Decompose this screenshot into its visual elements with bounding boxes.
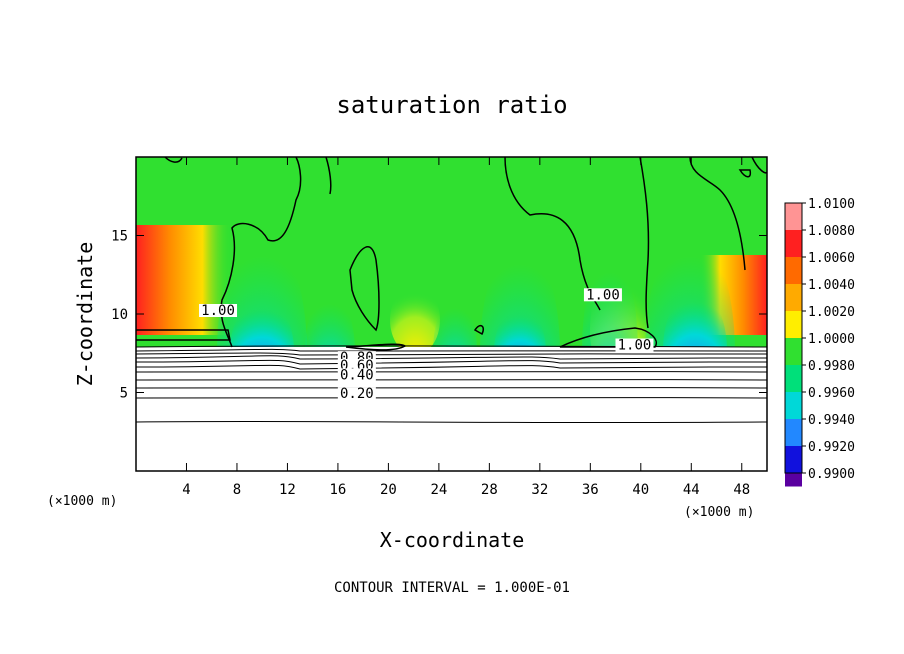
contour-labels: 1.001.001.000.800.600.400.20: [199, 287, 654, 402]
contour-label: 1.00: [618, 338, 652, 354]
y-tick-label: 5: [120, 386, 128, 402]
x-tick-label: 12: [279, 482, 296, 498]
colorbar-label: 1.0060: [808, 251, 855, 266]
colorbar-label: 1.0100: [808, 197, 855, 212]
x-tick-label: 32: [531, 482, 548, 498]
x-unit-right: (×1000 m): [684, 505, 754, 520]
colorbar-swatch: [785, 419, 802, 446]
x-axis-title: X-coordinate: [380, 528, 525, 552]
y-tick-label: 15: [111, 229, 128, 245]
colorbar-label: 1.0020: [808, 305, 855, 320]
colorbar-swatch: [785, 311, 802, 338]
colorbar-swatch: [785, 446, 802, 473]
plot-area: [136, 157, 767, 471]
x-tick-label: 16: [329, 482, 346, 498]
x-tick-label: 40: [632, 482, 649, 498]
chart-title: saturation ratio: [336, 91, 567, 119]
colorbar-label: 1.0000: [808, 332, 855, 347]
colorbar-label: 0.9940: [808, 413, 855, 428]
colorbar-label: 0.9980: [808, 359, 855, 374]
colorbar-label: 0.9920: [808, 440, 855, 455]
colorbar-swatch: [785, 365, 802, 392]
colorbar-swatch: [785, 473, 802, 487]
y-axis-ticks: 5 10 15: [111, 229, 767, 402]
x-tick-label: 4: [182, 482, 190, 498]
contour-interval-note: CONTOUR INTERVAL = 1.000E-01: [334, 580, 570, 596]
unity-contours: [136, 157, 767, 351]
colorbar-swatch: [785, 230, 802, 257]
contour-label-backing: [199, 304, 238, 317]
contour-label-backing: [337, 368, 376, 382]
x-tick-label: 20: [380, 482, 397, 498]
colorbar-swatch: [785, 257, 802, 284]
x-tick-label: 28: [481, 482, 498, 498]
warm-plume: [390, 285, 440, 355]
colorbar-label: 0.9960: [808, 386, 855, 401]
colorbar-swatch: [785, 284, 802, 311]
x-tick-label: 24: [430, 482, 447, 498]
contour-label-backing: [615, 338, 654, 352]
low-level-contours: [136, 345, 767, 424]
contour-label-backing: [337, 387, 376, 401]
colorbar-swatch: [785, 392, 802, 419]
x-tick-label: 36: [582, 482, 599, 498]
contour-label: 0.40: [340, 367, 374, 383]
x-axis-ticks: 4 8 12 16 20 24 28 32 36 40 44 48: [182, 157, 750, 498]
contour-label: 0.20: [340, 386, 374, 402]
contour-label: 1.00: [201, 303, 235, 319]
contour-label: 1.00: [586, 287, 620, 303]
contour-label-backing: [583, 288, 622, 302]
y-axis-title: Z-coordinate: [73, 242, 97, 387]
x-unit-left: (×1000 m): [47, 494, 117, 509]
colorbar-label: 0.9900: [808, 467, 855, 482]
colorbar-swatch: [785, 203, 802, 230]
colorbar-swatch: [785, 338, 802, 365]
x-tick-label: 48: [733, 482, 750, 498]
x-tick-label: 44: [683, 482, 700, 498]
colorbar-label: 1.0040: [808, 278, 855, 293]
colorbar: 1.0100 1.0080 1.0060 1.0040 1.0020 1.0000 0.99…: [784, 197, 855, 487]
y-tick-label: 10: [111, 307, 128, 323]
x-tick-label: 8: [233, 482, 241, 498]
colorbar-label: 1.0080: [808, 224, 855, 239]
